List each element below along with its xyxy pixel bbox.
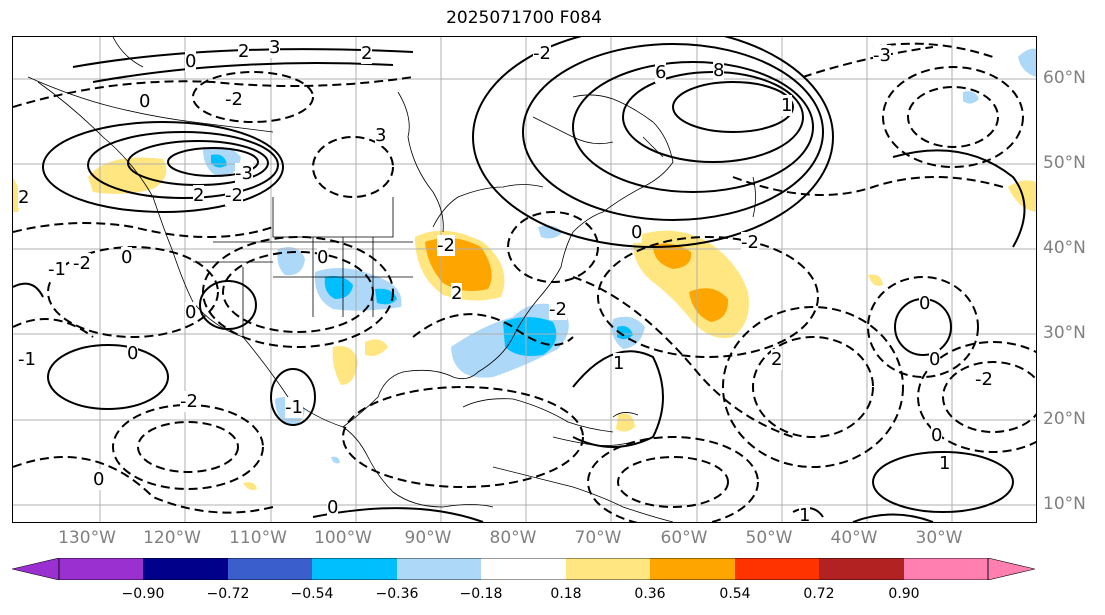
latitude-label: 20°N <box>1043 409 1086 429</box>
contour-label: 0 <box>185 51 197 72</box>
latitude-label: 40°N <box>1043 238 1086 258</box>
contour-label: 0 <box>93 469 105 490</box>
colorbar-tick-label: 0.72 <box>803 586 835 602</box>
contour-label: 1 <box>781 95 793 116</box>
contour-label: 0 <box>139 91 151 112</box>
colorbar-segment <box>904 558 988 580</box>
colorbar-segment <box>735 558 819 580</box>
contour-label: 0 <box>631 222 643 243</box>
contour-label: 0 <box>317 247 329 268</box>
colorbar-segment <box>650 558 735 580</box>
colorbar-segment <box>566 558 650 580</box>
latitude-label: 50°N <box>1043 153 1086 173</box>
contour-label: -2 <box>975 369 993 390</box>
longitude-label: 50°W <box>745 528 793 548</box>
contour-label: -1 <box>285 397 303 418</box>
colorbar-tick-label: 0.36 <box>634 586 666 602</box>
contour-label: 0 <box>185 302 197 323</box>
contour-label: 2 <box>238 41 250 62</box>
contour-label: -2 <box>73 253 91 274</box>
contour-labels: 0 2 3 2 -2 3 6 8 -3 -2 1 2 -2 -3 0 -1 0 … <box>13 37 1036 522</box>
map-panel: 0 2 3 2 -2 3 6 8 -3 -2 1 2 -2 -3 0 -1 0 … <box>12 36 1037 523</box>
dashed-contours <box>13 42 1036 522</box>
colorbar-tick-label: 0.90 <box>888 586 920 602</box>
contour-label: 8 <box>713 60 725 81</box>
longitude-label: 90°W <box>404 528 452 548</box>
longitude-label: 70°W <box>574 528 622 548</box>
colorbar-tick-label: −0.18 <box>459 586 503 602</box>
longitude-label: 120°W <box>143 528 201 548</box>
colorbar-segment <box>481 558 566 580</box>
contour-label: -3 <box>873 45 891 66</box>
colorbar <box>12 558 1035 580</box>
contour-label: -2 <box>225 185 243 206</box>
colorbar-segment <box>12 558 60 580</box>
contour-label: 2 <box>451 283 463 304</box>
contour-label: 2 <box>361 43 373 64</box>
longitude-label: 60°W <box>660 528 708 548</box>
colorbar-segment <box>59 558 143 580</box>
longitude-label: 100°W <box>314 528 372 548</box>
colorbar-tick-label: −0.90 <box>121 586 165 602</box>
latitude-label: 30°N <box>1043 323 1086 343</box>
colorbar-segment <box>228 558 312 580</box>
contour-label: -2 <box>225 89 243 110</box>
contour-label: -2 <box>533 43 551 64</box>
contour-label: 0 <box>929 349 941 370</box>
contour-label: 0 <box>121 247 133 268</box>
contour-label: 1 <box>799 505 811 522</box>
longitude-label: 80°W <box>489 528 537 548</box>
contour-label: 3 <box>375 125 387 146</box>
contour-label: -3 <box>235 163 253 184</box>
contour-label: 3 <box>269 37 281 58</box>
colorbar-segment <box>143 558 228 580</box>
chart-title: 2025071700 F084 <box>446 8 602 28</box>
contour-label: 6 <box>655 62 667 83</box>
contour-label: -2 <box>180 391 198 412</box>
colorbar-tick-label: 0.18 <box>550 586 582 602</box>
colorbar-segment <box>987 558 1035 580</box>
longitude-label: 30°W <box>915 528 963 548</box>
contour-label: -2 <box>549 299 567 320</box>
gridlines <box>13 37 1036 522</box>
contour-label: 2 <box>771 349 783 370</box>
longitude-label: 40°W <box>830 528 878 548</box>
latitude-label: 10°N <box>1043 494 1086 514</box>
contour-label: -1 <box>48 259 66 280</box>
contour-label: 0 <box>919 293 931 314</box>
colorbar-segment <box>397 558 481 580</box>
colorbar-segment <box>819 558 904 580</box>
colorbar-tick-label: −0.54 <box>290 586 334 602</box>
contour-label: -2 <box>741 232 759 253</box>
colorbar-tick-label: −0.36 <box>375 586 419 602</box>
contour-label: 0 <box>127 343 139 364</box>
latitude-label: 60°N <box>1043 68 1086 88</box>
colorbar-tick-label: 0.54 <box>719 586 751 602</box>
contour-label: 1 <box>613 353 625 374</box>
contour-label: 2 <box>193 185 205 206</box>
contour-label: 1 <box>939 453 951 474</box>
contour-label: 0 <box>327 497 339 518</box>
longitude-label: 110°W <box>229 528 287 548</box>
colorbar-segment <box>312 558 397 580</box>
colorbar-tick-label: −0.72 <box>206 586 250 602</box>
contour-label: 0 <box>931 425 943 446</box>
contour-label: -2 <box>437 235 455 256</box>
longitude-label: 130°W <box>58 528 116 548</box>
contour-label: -1 <box>18 349 36 370</box>
contour-label: 2 <box>18 187 30 208</box>
